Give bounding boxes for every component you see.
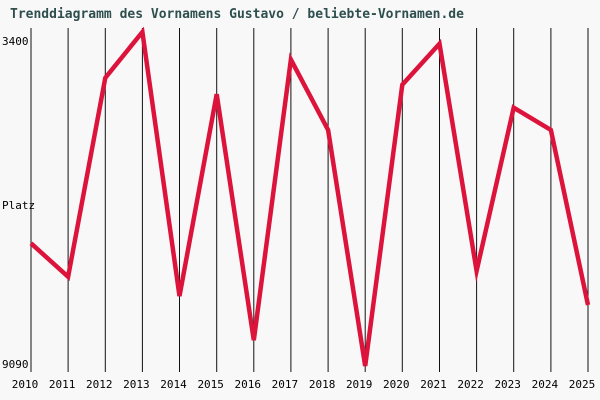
trend-line-gustavo xyxy=(29,26,591,367)
x-axis-label-2017: 2017 xyxy=(272,378,299,391)
y-axis-label-platz: Platz xyxy=(2,199,35,212)
x-axis-label-2022: 2022 xyxy=(457,378,484,391)
x-axis-label-2011: 2011 xyxy=(49,378,76,391)
x-axis-label-2010: 2010 xyxy=(12,378,39,391)
y-axis-label-bottom: 9090 xyxy=(2,358,29,371)
x-axis-label-2013: 2013 xyxy=(123,378,150,391)
y-axis-label-top: 3400 xyxy=(2,35,29,48)
x-axis-label-2025: 2025 xyxy=(569,378,596,391)
x-axis-label-2020: 2020 xyxy=(383,378,410,391)
x-axis-label-2019: 2019 xyxy=(346,378,373,391)
x-axis-label-2012: 2012 xyxy=(86,378,113,391)
x-axis-label-2014: 2014 xyxy=(160,378,187,391)
x-axis-label-2015: 2015 xyxy=(197,378,224,391)
x-axis-label-2023: 2023 xyxy=(494,378,521,391)
x-axis-label-2016: 2016 xyxy=(235,378,262,391)
x-axis-label-2024: 2024 xyxy=(532,378,559,391)
x-axis-label-2021: 2021 xyxy=(420,378,447,391)
x-axis-label-2018: 2018 xyxy=(309,378,336,391)
chart-title: Trenddiagramm des Vornamens Gustavo / be… xyxy=(10,7,464,22)
